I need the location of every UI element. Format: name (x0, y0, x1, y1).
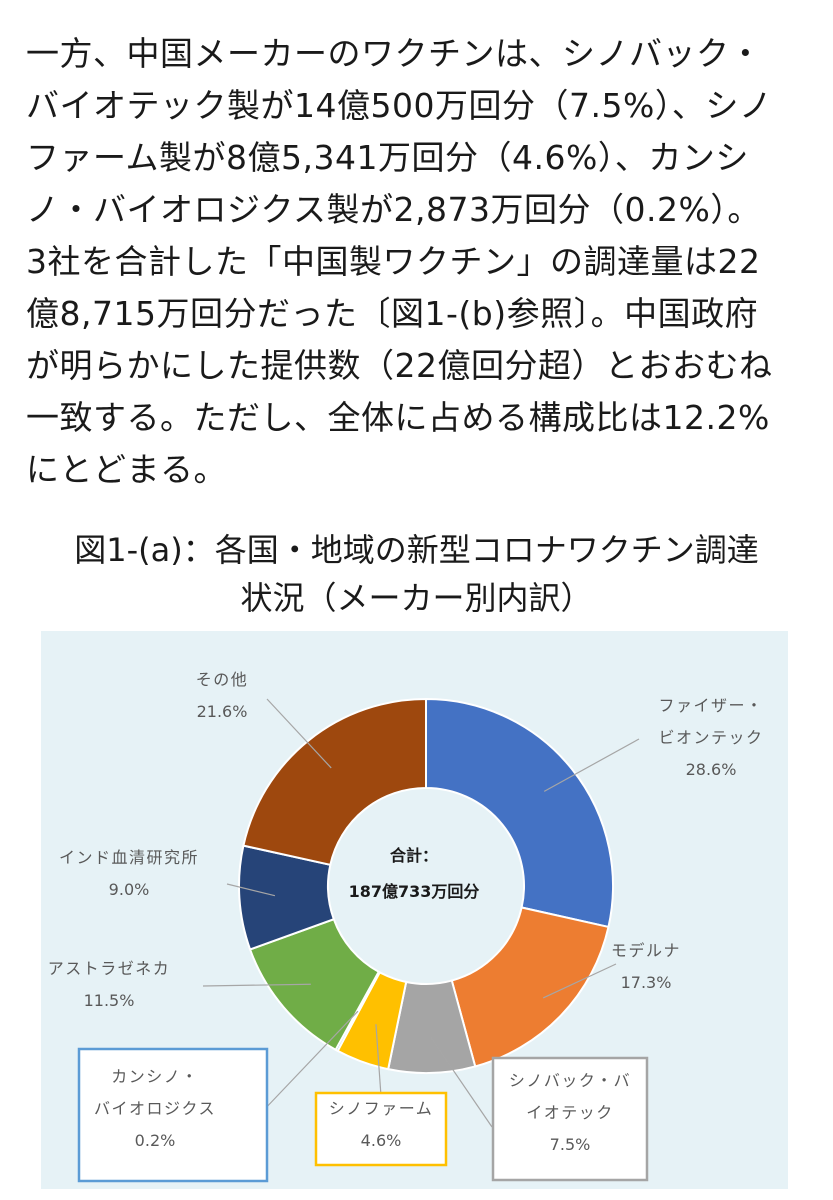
paragraph-line: 3社を合計した「中国製ワクチン」の調達量は22 (26, 242, 761, 281)
leader-line-moderna (542, 963, 617, 999)
pct-label-sinopharm: 4.6% (361, 1131, 402, 1150)
label-box-cansino (77, 1047, 269, 1183)
leader-line-cansino (260, 1010, 359, 1114)
label-box-sinovac (491, 1056, 649, 1182)
slice-moderna (450, 906, 610, 1068)
pct-label-pfizer: 28.6% (686, 760, 737, 779)
paragraph-line: ノ・バイオロジクス製が2,873万回分（0.2%）。 (26, 190, 761, 229)
slice-pfizer (425, 697, 614, 929)
pct-label-serum: 9.0% (109, 880, 150, 899)
label-box-sinopharm (314, 1091, 448, 1167)
pct-label-astrazeneca: 11.5% (84, 991, 135, 1010)
leader-line-pfizer (543, 738, 640, 792)
slice-label-sinovac: シノバック・バ (509, 1071, 631, 1090)
pct-label-cansino: 0.2% (135, 1131, 176, 1150)
paragraph-line: 一致する。ただし、全体に占める構成比は12.2% (26, 398, 770, 437)
chart-area: ファイザー・ ビオンテック 28.6% モデルナ 17.3% シノバック・バ イオテック 7.… (41, 631, 788, 1189)
paragraph-line: 億8,715万回分だった〔図1-(b)参照〕。中国政府 (26, 294, 759, 333)
figure-title-line1: 図1-(a)：各国・地域の新型コロナワクチン調達 (74, 531, 759, 569)
leader-line-serum (226, 883, 276, 897)
slice-label-other: その他 (196, 670, 249, 689)
paragraph-line: にとどまる。 (26, 450, 227, 489)
leader-line-astrazeneca (202, 983, 311, 987)
leader-line-sinopharm (375, 1024, 382, 1097)
paragraph-line: 一方、中国メーカーのワクチンは、シノバック・ (26, 34, 763, 73)
leader-line-sinovac (430, 1036, 493, 1128)
paragraph-line: ファーム製が8億5,341万回分（4.6%）、カンシ (26, 138, 749, 177)
slice-label-moderna: モデルナ (611, 941, 681, 960)
figure-title-line2: 状況（メーカー別内訳） (240, 579, 593, 617)
slice-label-cansino: バイオロジクス (94, 1099, 216, 1118)
slice-label-sinopharm: シノファーム (329, 1099, 434, 1118)
pct-label-moderna: 17.3% (621, 973, 672, 992)
slice-label-cansino: カンシノ・ (111, 1067, 199, 1086)
donut-chart: ファイザー・ビオンテック 28.6% モデルナ 17.3% シノバック・バイオテック 7.… (48, 670, 763, 1183)
article-paragraph: 一方、中国メーカーのワクチンは、シノバック・ バイオテック製が14億500万回分… (26, 28, 816, 496)
slice-label-sinovac: イオテック (526, 1103, 614, 1122)
paragraph-line: が明らかにした提供数（22億回分超）とおおむね (26, 346, 773, 385)
pct-label-sinovac: 7.5% (550, 1135, 591, 1154)
leader-line-other (266, 698, 332, 769)
slice-label-astrazeneca: アストラゼネカ (48, 959, 171, 978)
slice-label-pfizer: ファイザー・ (658, 696, 763, 715)
slice-label-serum: インド血清研究所 (59, 848, 199, 867)
center-label-line2: 187億733万回分 (349, 882, 480, 901)
center-label-line1: 合計： (390, 846, 438, 865)
slice-label-pfizer: ビオンテック (658, 728, 763, 747)
slice-other (242, 697, 427, 867)
paragraph-line: バイオテック製が14億500万回分（7.5%）、シノ (26, 86, 773, 125)
pct-label-other: 21.6% (197, 702, 248, 721)
